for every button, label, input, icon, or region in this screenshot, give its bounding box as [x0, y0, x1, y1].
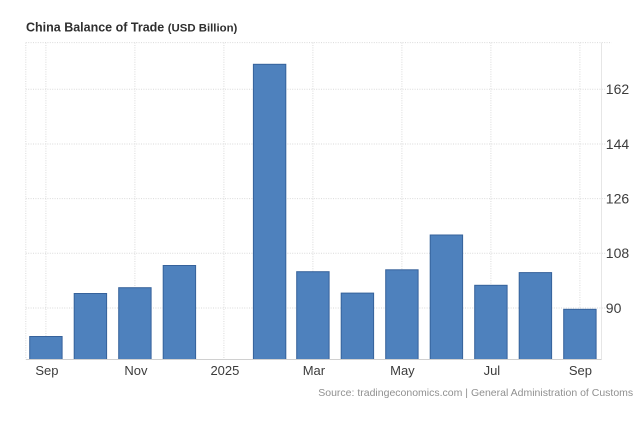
svg-text:Source: tradingeconomics.com |: Source: tradingeconomics.com | General A… [318, 387, 633, 399]
svg-text:108: 108 [606, 245, 630, 261]
svg-text:162: 162 [606, 81, 630, 97]
svg-text:Sep: Sep [569, 363, 592, 378]
svg-text:Nov: Nov [124, 363, 148, 378]
svg-text:May: May [390, 363, 415, 378]
svg-text:China Balance of Trade (USD Bi: China Balance of Trade (USD Billion) [26, 20, 238, 34]
svg-text:2025: 2025 [210, 363, 239, 378]
svg-text:144: 144 [606, 136, 630, 152]
svg-text:90: 90 [606, 300, 622, 316]
svg-text:Sep: Sep [35, 363, 58, 378]
svg-text:126: 126 [606, 191, 630, 207]
svg-text:Mar: Mar [303, 363, 326, 378]
svg-text:Jul: Jul [484, 363, 501, 378]
